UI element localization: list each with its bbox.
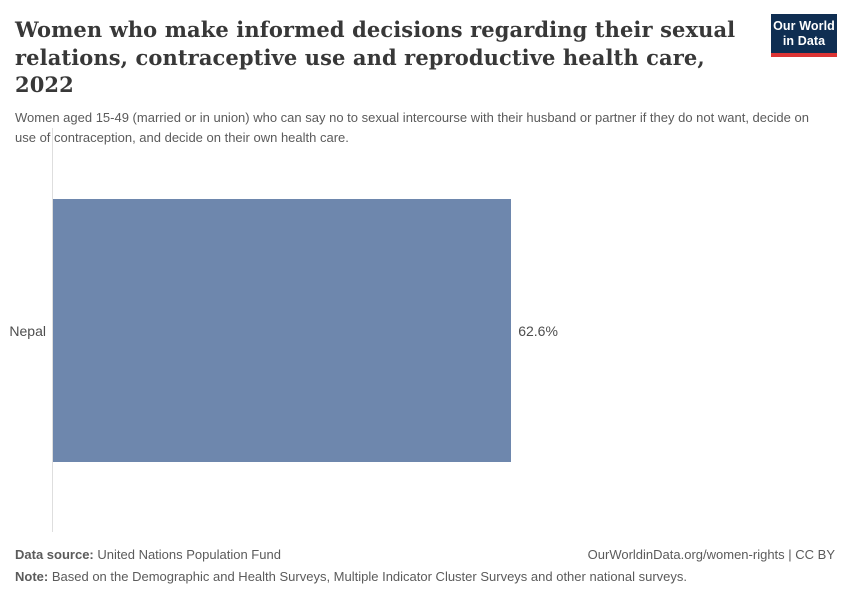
bar-value-label: 62.6% xyxy=(518,322,558,339)
note-line: Note: Based on the Demographic and Healt… xyxy=(15,569,835,584)
owid-logo-line2: in Data xyxy=(782,33,826,48)
chart-subtitle: Women aged 15-49 (married or in union) w… xyxy=(15,110,809,145)
chart-title: Women who make informed decisions regard… xyxy=(15,17,736,98)
owid-logo-line1: Our World xyxy=(773,19,835,34)
y-axis-line xyxy=(52,128,53,532)
attribution: OurWorldinData.org/women-rights | CC BY xyxy=(587,547,835,562)
data-source-value: United Nations Population Fund xyxy=(97,547,281,562)
plot-area: 62.6% xyxy=(53,199,785,462)
bar-label-nepal: Nepal xyxy=(9,322,46,339)
data-source-label: Data source: xyxy=(15,547,94,562)
note-text: Based on the Demographic and Health Surv… xyxy=(51,569,688,584)
data-source-line: Data source: United Nations Population F… xyxy=(15,547,281,562)
note-label: Note: xyxy=(15,569,49,584)
chart-footer: Data source: United Nations Population F… xyxy=(15,547,835,584)
bar-nepal[interactable] xyxy=(53,199,512,462)
chart-header: Women who make informed decisions regard… xyxy=(15,14,837,147)
owid-logo: Our World in Data xyxy=(771,14,837,57)
